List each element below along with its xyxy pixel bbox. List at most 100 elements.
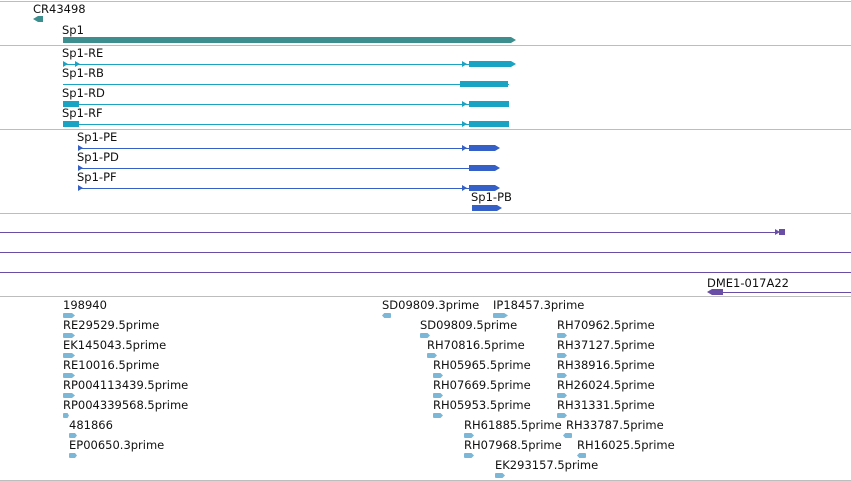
est-feature[interactable] <box>420 333 430 338</box>
transcript-feature-sp1-rf[interactable] <box>63 120 516 128</box>
est-label[interactable]: RE10016.5prime <box>63 358 160 372</box>
transcript-feature-sp1-re[interactable] <box>63 60 516 68</box>
est-label[interactable]: RH31331.5prime <box>557 398 655 412</box>
transcript-feature-sp1-rd[interactable] <box>63 100 516 108</box>
est-feature[interactable] <box>557 373 567 378</box>
est-feature[interactable] <box>495 473 505 478</box>
transcript-feature-sp1-rb[interactable] <box>63 80 516 88</box>
est-feature[interactable] <box>493 313 508 318</box>
est-feature[interactable] <box>427 353 437 358</box>
est-label[interactable]: RH07669.5prime <box>433 378 531 392</box>
long-feature-3[interactable] <box>0 272 851 273</box>
est-label[interactable]: RP004113439.5prime <box>63 378 189 392</box>
protein-feature-sp1-pe[interactable] <box>78 144 502 152</box>
est-label[interactable]: RH70816.5prime <box>427 338 525 352</box>
protein-feature-sp1-pb[interactable] <box>472 204 502 212</box>
est-feature[interactable] <box>69 433 77 438</box>
gene-label-sp1[interactable]: Sp1 <box>62 23 84 37</box>
strand-arrow-icon <box>462 121 467 127</box>
transcript-label-sp1-rd[interactable]: Sp1-RD <box>62 86 105 100</box>
est-label[interactable]: 198940 <box>63 298 107 312</box>
feature-line <box>723 292 851 293</box>
est-feature[interactable] <box>464 433 474 438</box>
est-label[interactable]: RH61885.5prime <box>464 418 562 432</box>
est-feature[interactable] <box>69 453 77 458</box>
protein-exon <box>469 165 495 171</box>
protein-feature-sp1-pd[interactable] <box>78 164 502 172</box>
est-label[interactable]: EP00650.3prime <box>69 438 165 452</box>
est-label[interactable]: EK145043.5prime <box>63 338 167 352</box>
transcript-label-sp1-re[interactable]: Sp1-RE <box>62 46 104 60</box>
est-label[interactable]: RE29529.5prime <box>63 318 160 332</box>
gene-arrow-left-icon <box>33 16 38 22</box>
est-label[interactable]: RP004339568.5prime <box>63 398 189 412</box>
transcript-label-sp1-rb[interactable]: Sp1-RB <box>62 66 104 80</box>
est-label[interactable]: 481866 <box>69 418 113 432</box>
strand-arrow-icon <box>462 145 467 151</box>
protein-label-sp1-pd[interactable]: Sp1-PD <box>77 150 119 164</box>
intron-line <box>78 168 498 169</box>
track-divider <box>0 129 851 130</box>
feature-line <box>0 232 778 233</box>
gene-exon <box>38 16 43 22</box>
est-label[interactable]: RH16025.5prime <box>577 438 675 452</box>
est-feature[interactable] <box>63 353 75 358</box>
est-label[interactable]: RH05953.5prime <box>433 398 531 412</box>
transcript-label-sp1-rf[interactable]: Sp1-RF <box>62 106 103 120</box>
intron-line <box>79 104 509 105</box>
transcript-exon <box>469 101 509 107</box>
est-feature[interactable] <box>63 373 75 378</box>
est-feature[interactable] <box>63 413 69 418</box>
est-feature[interactable] <box>433 413 443 418</box>
protein-feature-sp1-pf[interactable] <box>78 184 502 192</box>
repeat-feature-dme1-017a22[interactable] <box>707 288 851 296</box>
est-label[interactable]: EK293157.5prime <box>495 458 599 472</box>
long-feature-2[interactable] <box>0 252 851 253</box>
strand-arrow-icon <box>775 229 780 235</box>
track-divider <box>0 45 851 46</box>
est-label[interactable]: SD09809.3prime <box>382 298 480 312</box>
est-label[interactable]: RH70962.5prime <box>557 318 655 332</box>
est-feature[interactable] <box>63 333 75 338</box>
est-label[interactable]: RH07968.5prime <box>464 438 562 452</box>
gene-feature-sp1[interactable] <box>63 37 516 43</box>
est-feature[interactable] <box>557 393 567 398</box>
protein-label-sp1-pf[interactable]: Sp1-PF <box>77 170 117 184</box>
transcript-exon <box>469 121 509 127</box>
est-feature[interactable] <box>563 433 572 438</box>
gene-feature-cr43498[interactable] <box>33 16 43 22</box>
est-feature[interactable] <box>464 453 474 458</box>
strand-arrow-icon <box>75 61 80 67</box>
gene-exon <box>63 37 511 43</box>
est-feature[interactable] <box>63 313 75 318</box>
est-label[interactable]: SD09809.5prime <box>420 318 518 332</box>
est-label[interactable]: IP18457.3prime <box>493 298 585 312</box>
est-feature[interactable] <box>557 353 567 358</box>
gene-label-cr43498[interactable]: CR43498 <box>33 2 86 16</box>
track-divider <box>0 296 851 297</box>
intron-line <box>78 188 498 189</box>
est-label[interactable]: RH38916.5prime <box>557 358 655 372</box>
protein-label-sp1-pe[interactable]: Sp1-PE <box>77 130 118 144</box>
est-feature[interactable] <box>382 313 391 318</box>
protein-label-sp1-pb[interactable]: Sp1-PB <box>471 190 512 204</box>
est-feature[interactable] <box>577 453 586 458</box>
track-divider <box>0 1 851 2</box>
strand-arrow-icon <box>462 61 467 67</box>
strand-arrow-left-icon <box>707 289 712 295</box>
long-feature-1[interactable] <box>0 228 786 236</box>
est-label[interactable]: RH33787.5prime <box>566 418 664 432</box>
est-feature[interactable] <box>63 393 75 398</box>
strand-arrow-icon <box>495 145 500 151</box>
est-feature[interactable] <box>433 393 443 398</box>
repeat-label-dme1-017a22[interactable]: DME1-017A22 <box>707 276 789 290</box>
strand-arrow-icon <box>495 185 500 191</box>
est-label[interactable]: RH26024.5prime <box>557 378 655 392</box>
est-feature[interactable] <box>557 413 567 418</box>
est-label[interactable]: RH05965.5prime <box>433 358 531 372</box>
est-label[interactable]: RH37127.5prime <box>557 338 655 352</box>
est-feature[interactable] <box>557 333 567 338</box>
strand-arrow-icon <box>497 205 502 211</box>
est-feature[interactable] <box>433 373 443 378</box>
intron-line <box>63 84 509 85</box>
